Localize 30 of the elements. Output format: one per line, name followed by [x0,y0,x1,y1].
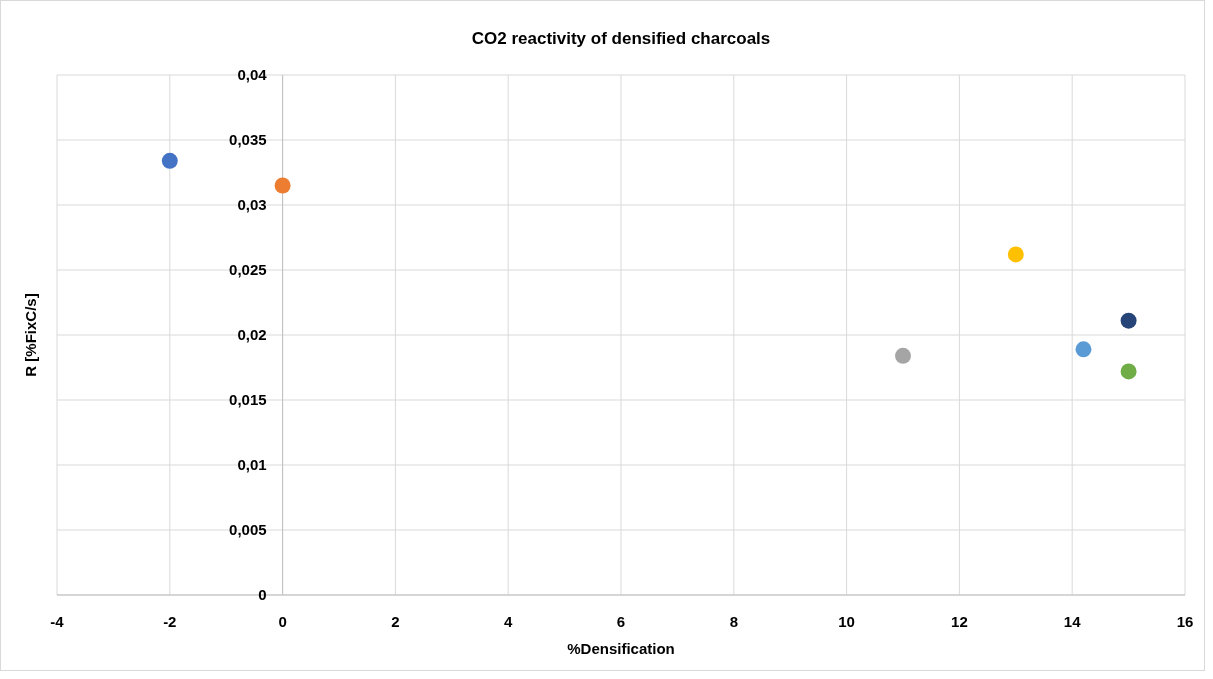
y-tick-label: 0 [258,586,267,603]
x-tick-label: -4 [50,613,65,630]
x-tick-label: 4 [504,613,514,630]
x-tick-label: 12 [951,613,968,630]
point [1120,363,1137,380]
y-tick-label: 0,02 [237,326,267,343]
y-tick-label: 0,04 [237,66,268,83]
y-tick-label: 0,005 [229,521,267,538]
x-tick-label: 2 [391,613,400,630]
x-tick-label: -2 [163,613,177,630]
point [1120,312,1137,329]
y-tick-label: 0,035 [229,131,267,148]
chart-title: CO2 reactivity of densified charcoals [471,29,771,48]
y-axis-title: R [%FixC/s] [22,293,39,377]
x-tick-label: 10 [838,613,855,630]
x-tick-label: 0 [278,613,287,630]
point [161,152,178,169]
y-tick-label: 0,015 [229,391,267,408]
point [274,177,291,194]
y-tick-label: 0,03 [237,196,267,213]
x-tick-label: 14 [1063,613,1082,630]
x-axis-title: %Densification [567,640,675,657]
point [1075,341,1092,358]
point [895,347,911,364]
y-tick-label: 0,01 [237,456,267,473]
x-tick-label: 6 [616,613,626,630]
y-tick-label: 0,025 [229,261,267,278]
point [1007,246,1024,263]
x-tick-label: 8 [729,613,738,630]
x-tick-label: 16 [1176,613,1194,630]
